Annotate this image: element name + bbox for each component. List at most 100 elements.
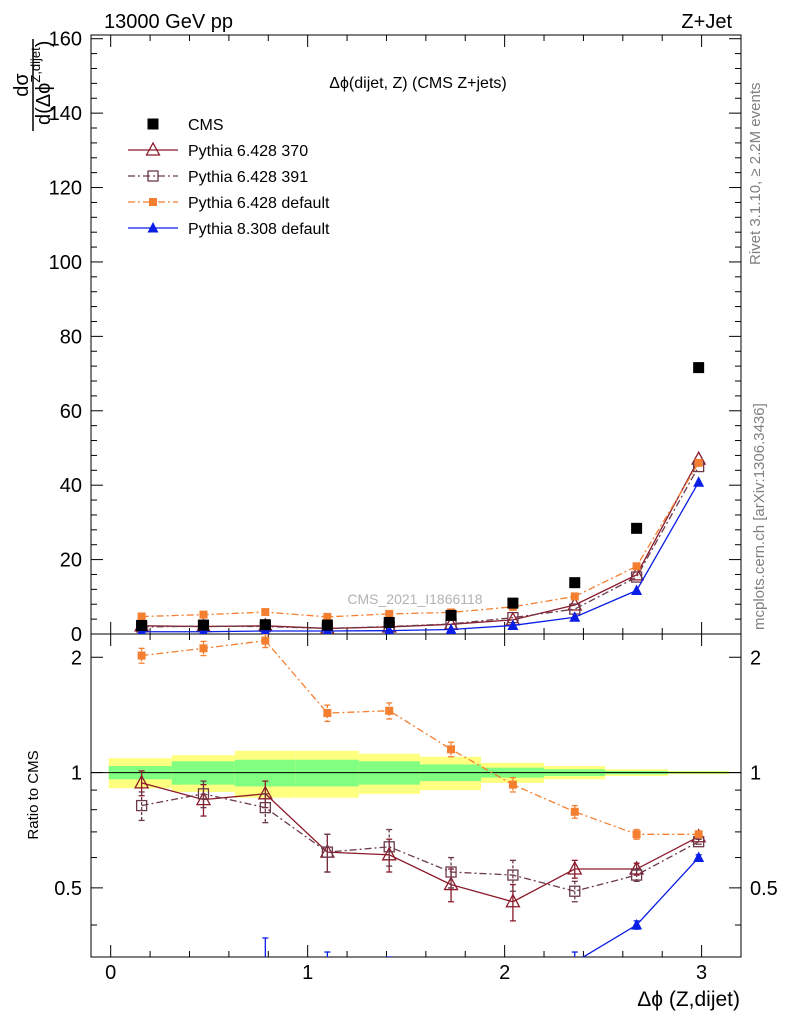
- data-point: [569, 577, 581, 589]
- ratio-point: [134, 774, 150, 789]
- ratio-line: [141, 782, 699, 903]
- data-point: [197, 619, 209, 631]
- legend-item: Pythia 6.428 370: [128, 141, 308, 160]
- ratio-y-tick-label-right: 0.5: [750, 878, 778, 900]
- legend-label: Pythia 6.428 default: [188, 195, 330, 212]
- series-line: [141, 481, 700, 633]
- ratio-point: [570, 807, 579, 816]
- ylabel-den-main: d(Δϕ: [33, 83, 55, 125]
- data-point: [693, 362, 705, 374]
- data-point: [445, 623, 457, 634]
- ratio-point: [322, 972, 333, 983]
- data-point: [569, 611, 581, 622]
- ratio-y-tick-label-right: 2: [750, 647, 761, 669]
- ratio-point: [630, 869, 643, 881]
- data-point: [385, 609, 394, 618]
- legend-marker: [147, 222, 159, 233]
- legend-label: Pythia 6.428 370: [188, 143, 308, 160]
- ratio-ylabel: Ratio to CMS: [25, 750, 42, 839]
- ratio-point: [445, 866, 457, 878]
- data-point: [629, 566, 645, 581]
- ratio-y-tick-label: 0.5: [54, 878, 82, 900]
- y-tick-label: 40: [60, 475, 82, 497]
- x-tick-label: 1: [302, 962, 313, 984]
- mcplots-label: mcplots.cern.ch [arXiv:1306.3436]: [751, 403, 768, 630]
- data-point: [694, 458, 703, 467]
- legend-marker: [147, 170, 159, 182]
- ratio-point: [507, 991, 518, 1002]
- ratio-point: [632, 830, 641, 839]
- green-band-bin: [295, 759, 359, 787]
- ratio-point: [693, 851, 705, 863]
- rivet-label: Rivet 3.1.10, ≥ 2.2M events: [747, 83, 764, 266]
- series-line: [141, 466, 700, 630]
- y-tick-label: 20: [60, 550, 82, 572]
- y-tick-label: 160: [49, 29, 82, 51]
- data-point: [631, 584, 643, 595]
- ratio-point: [574, 956, 576, 957]
- legend-label: Pythia 6.428 391: [188, 169, 308, 186]
- x-axis-label: Δϕ (Z,dijet): [637, 988, 740, 1011]
- ratio-y-tick-label: 2: [71, 647, 82, 669]
- legend-item: Pythia 6.428 default: [128, 195, 330, 212]
- ylabel-den-close: ): [33, 41, 55, 48]
- data-point: [323, 612, 332, 621]
- legend-item: CMS: [147, 117, 224, 134]
- ratio-line: [582, 857, 700, 957]
- ylabel-den-sup: Z,dijet: [28, 47, 43, 83]
- data-point: [570, 592, 579, 601]
- main-y-ticks: 0 20 40 60 80 100 120 140 160: [49, 29, 741, 646]
- ratio-point: [137, 651, 146, 660]
- legend: CMS Pythia 6.428 370 Pythia 6.428 391 Pythi…: [128, 117, 330, 238]
- x-tick-label: 3: [696, 962, 707, 984]
- y-tick-label: 140: [49, 103, 82, 125]
- ratio-point: [694, 830, 703, 839]
- ylabel-numerator: dσ: [11, 73, 33, 97]
- ratio-point: [259, 801, 271, 814]
- data-point: [507, 619, 519, 630]
- ratio-point: [569, 885, 581, 897]
- ratio-point: [507, 869, 519, 881]
- y-tick-label: 0: [71, 624, 82, 646]
- series-pythia-8-308-default: [137, 476, 705, 634]
- ratio-pythia-6-428-370: [134, 770, 707, 922]
- ratio-point: [384, 978, 395, 989]
- data-point: [632, 562, 641, 571]
- ratio-point: [567, 860, 583, 875]
- series-line: [141, 462, 700, 618]
- ratio-point: [508, 780, 517, 789]
- legend-label: CMS: [188, 117, 224, 134]
- data-point: [137, 612, 146, 621]
- ratio-y-tick-label: 1: [71, 763, 82, 785]
- ratio-line: [141, 639, 699, 835]
- ratio-y-ticks: 0.5 0.5 1 1 2 2: [54, 647, 778, 926]
- x-tick-label: 0: [105, 962, 116, 984]
- main-y-axis-label: dσ d(ΔϕZ,dijet): [11, 39, 55, 131]
- y-tick-label: 60: [60, 401, 82, 423]
- ratio-point: [198, 997, 209, 1008]
- y-tick-label: 100: [49, 252, 82, 274]
- data-point: [321, 619, 333, 631]
- ratio-point: [197, 788, 210, 800]
- ylabel-denominator: d(ΔϕZ,dijet): [28, 41, 55, 125]
- ratio-point: [446, 1004, 457, 1015]
- data-point: [693, 476, 705, 487]
- ratio-point: [199, 644, 208, 653]
- ratio-point: [443, 876, 459, 891]
- legend-item: Pythia 8.308 default: [128, 221, 330, 238]
- ratio-pythia-8-308-default: [198, 851, 705, 1015]
- ratio-point: [447, 745, 456, 754]
- series-cms: [136, 362, 705, 631]
- ratio-pythia-6-428-default: [137, 634, 703, 840]
- data-point: [383, 616, 395, 628]
- header-right: Z+Jet: [681, 11, 732, 33]
- legend-marker: [147, 118, 159, 130]
- series-pythia-6-428-391: [135, 460, 705, 634]
- ratio-point: [323, 709, 332, 718]
- legend-label: Pythia 8.308 default: [188, 221, 330, 238]
- plot-title: Δϕ(dijet, Z) (CMS Z+jets): [329, 75, 506, 92]
- ratio-point: [385, 706, 394, 715]
- legend-marker: [149, 198, 157, 206]
- data-point: [507, 597, 519, 609]
